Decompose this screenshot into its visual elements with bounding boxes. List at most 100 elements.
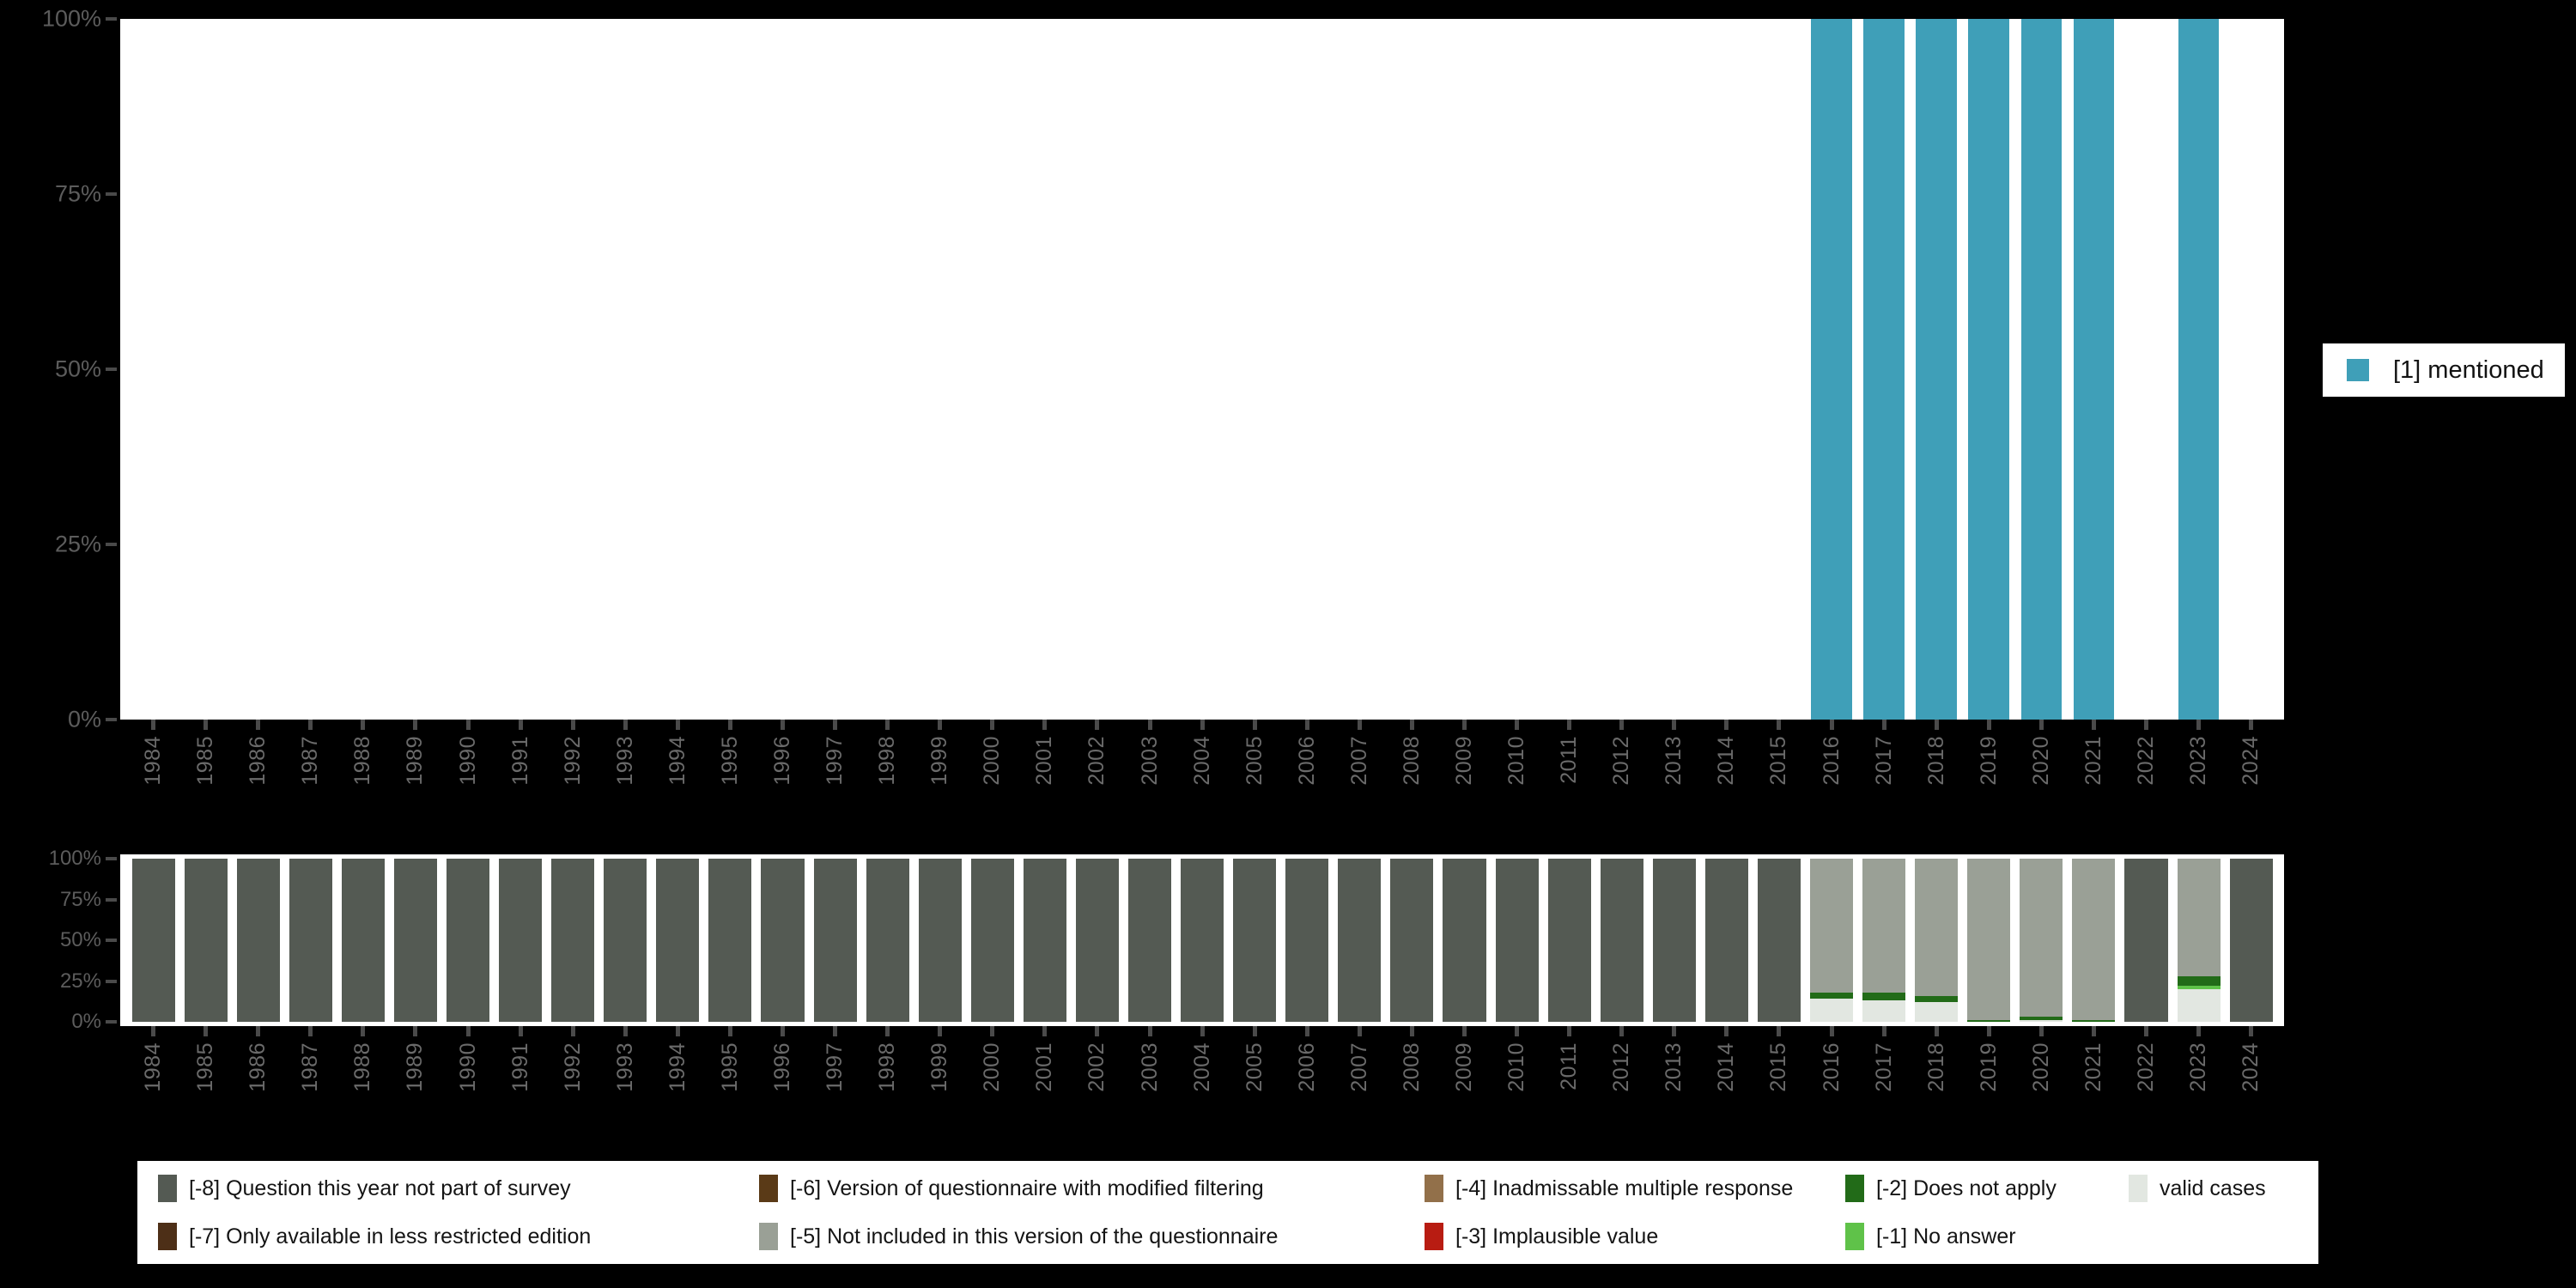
bottom-chart-bars [120, 854, 2284, 1026]
x-axis-tick: 1994 [652, 720, 704, 786]
bar-slot [861, 19, 914, 720]
stacked-bar-segment [1075, 859, 1119, 1022]
x-axis-tick: 2007 [1334, 1026, 1386, 1092]
stacked-bar [1075, 859, 1119, 1022]
x-axis-tick-mark [361, 1026, 366, 1036]
x-axis-tick-mark [308, 1026, 313, 1036]
x-axis-tick-mark [2249, 720, 2254, 730]
x-axis-tick-mark [1095, 1026, 1100, 1036]
x-axis-tick-label: 2002 [1084, 1042, 1109, 1092]
bar-slot [1438, 859, 1491, 1022]
x-axis-tick-mark [1619, 720, 1625, 730]
x-axis-tick-label: 1993 [612, 1042, 637, 1092]
stacked-bar-segment [1443, 859, 1486, 1022]
x-axis-tick-mark [623, 720, 628, 730]
x-axis-tick-mark [1461, 720, 1467, 730]
x-axis-tick-mark [2091, 1026, 2096, 1036]
x-axis-tick: 2011 [1543, 720, 1595, 786]
legend-item: [-4] Inadmissable multiple response [1425, 1175, 1845, 1202]
x-axis-tick-label: 1988 [350, 1042, 375, 1092]
bar-slot [441, 19, 494, 720]
x-axis-tick-label: 2011 [1557, 736, 1582, 784]
bar-slot [2225, 859, 2277, 1022]
stacked-bar-segment [551, 859, 595, 1022]
legend-swatch [1425, 1223, 1443, 1250]
y-axis-tick-mark [106, 1020, 117, 1024]
x-axis-tick: 1996 [756, 720, 809, 786]
bar-slot [2120, 19, 2172, 720]
stacked-bar [446, 859, 490, 1022]
x-axis-tick-mark [1777, 1026, 1782, 1036]
x-axis-tick-mark [675, 720, 680, 730]
x-axis-tick: 1990 [441, 720, 494, 786]
bar-slot [1281, 859, 1334, 1022]
x-axis-tick: 2022 [2120, 1026, 2172, 1092]
x-axis-tick-mark [2144, 720, 2148, 730]
stacked-bar-segment [2020, 1017, 2063, 1021]
stacked-bar [813, 859, 857, 1022]
x-axis-tick-label: 1986 [246, 736, 270, 786]
x-axis-tick-label: 1991 [507, 1042, 532, 1092]
x-axis-tick-mark [1147, 1026, 1152, 1036]
stacked-bar [499, 859, 543, 1022]
x-axis-tick-label: 1999 [927, 1042, 952, 1092]
x-axis-tick-label: 1989 [403, 1042, 428, 1092]
x-axis-tick-label: 1994 [665, 736, 690, 786]
x-axis-tick-mark [780, 1026, 785, 1036]
x-axis-tick: 1986 [232, 720, 284, 786]
y-axis-tick-mark [106, 897, 117, 902]
bar [1811, 19, 1852, 720]
x-axis-tick-label: 1998 [875, 1042, 900, 1092]
x-axis-tick-label: 2000 [980, 1042, 1005, 1092]
bar-slot [1123, 859, 1176, 1022]
stacked-bar [1495, 859, 1539, 1022]
x-axis-tick: 2007 [1334, 720, 1386, 786]
stacked-bar [341, 859, 385, 1022]
bar-slot [2172, 19, 2225, 720]
bar-slot [914, 859, 966, 1022]
stacked-bar-segment [604, 859, 647, 1022]
bar [2020, 19, 2063, 720]
stacked-bar [656, 859, 700, 1022]
x-axis-tick-label: 2024 [2239, 1042, 2263, 1092]
x-axis-tick: 1984 [127, 1026, 179, 1092]
bar-slot [1543, 19, 1595, 720]
stacked-bar [1967, 859, 2011, 1022]
x-axis-tick-label: 2015 [1766, 1042, 1791, 1092]
x-axis-tick: 2002 [1071, 1026, 1123, 1092]
bar-slot [2015, 859, 2068, 1022]
stacked-bar-segment [1181, 859, 1224, 1022]
stacked-bar-segment [1915, 1002, 1959, 1022]
stacked-bar [761, 859, 805, 1022]
x-axis-tick-mark [518, 1026, 523, 1036]
bar-slot [232, 19, 284, 720]
legend-row: [-7] Only available in less restricted e… [137, 1212, 2318, 1261]
stacked-bar [2072, 859, 2116, 1022]
x-axis-tick-mark [1881, 720, 1886, 730]
legend-label: [-1] No answer [1876, 1224, 2016, 1249]
x-axis-tick: 2012 [1595, 720, 1648, 786]
x-axis-tick: 2004 [1176, 1026, 1229, 1092]
legend-label: [-2] Does not apply [1876, 1176, 2057, 1200]
stacked-bar-segment [1915, 859, 1959, 996]
bar-slot [1491, 859, 1543, 1022]
x-axis-tick: 2003 [1123, 720, 1176, 786]
y-axis-tick-label: 100% [48, 847, 101, 870]
stacked-bar [1652, 859, 1696, 1022]
x-axis-tick: 2013 [1648, 1026, 1700, 1092]
stacked-bar-segment [1495, 859, 1539, 1022]
x-axis-tick: 2019 [1963, 1026, 2015, 1092]
x-axis-tick: 2001 [1018, 1026, 1071, 1092]
bar-slot [1858, 859, 1911, 1022]
x-axis-tick-mark [1515, 720, 1520, 730]
stacked-bar-segment [2177, 986, 2221, 989]
x-axis-tick: 1999 [914, 720, 966, 786]
x-axis-tick: 1993 [599, 1026, 652, 1092]
bar-slot [1438, 19, 1491, 720]
stacked-bar-segment [1652, 859, 1696, 1022]
bar-slot [1753, 859, 1805, 1022]
bar-slot [652, 19, 704, 720]
x-axis-tick: 1993 [599, 720, 652, 786]
x-axis-tick-label: 1991 [507, 736, 532, 786]
stacked-bar-segment [2177, 859, 2221, 976]
